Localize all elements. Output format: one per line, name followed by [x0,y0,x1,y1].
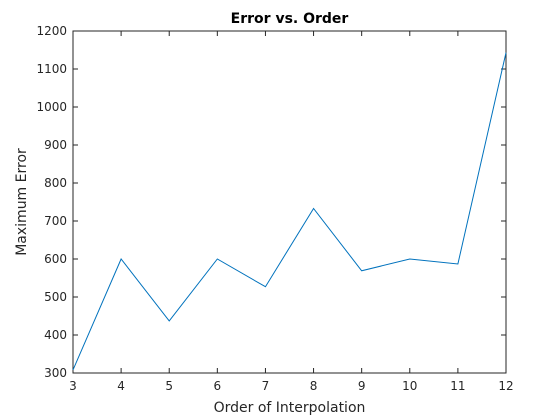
x-tick-label: 12 [498,379,513,393]
x-tick-label: 8 [310,379,318,393]
y-tick-label: 1200 [36,24,67,38]
series-line-0 [72,52,507,371]
y-tick-label: 300 [44,366,67,380]
series-layer [72,52,507,371]
x-tick-label: 5 [165,379,173,393]
y-tick-label: 900 [44,138,67,152]
y-tick-label: 1100 [36,62,67,76]
x-tick-label: 7 [262,379,270,393]
x-tick-label: 6 [214,379,222,393]
y-tick-label: 800 [44,176,67,190]
x-tick-label: 10 [402,379,417,393]
y-tick-label: 500 [44,290,67,304]
x-axis-label: Order of Interpolation [214,400,366,416]
x-tick-label: 4 [117,379,125,393]
y-tick-label: 700 [44,214,67,228]
x-tick-label: 9 [358,379,366,393]
y-tick-label: 1000 [36,100,67,114]
y-axis-ticks: 300 400 500 600 700 800 900 1000 1100 1200 [36,24,506,380]
plot-area [72,30,507,374]
chart-title: Error vs. Order [231,11,349,27]
y-tick-label: 600 [44,252,67,266]
y-axis-label: Maximum Error [14,148,30,256]
x-axis-ticks: 3 4 5 6 7 8 9 10 11 12 [69,31,514,393]
x-tick-label: 11 [450,379,465,393]
x-tick-label: 3 [69,379,77,393]
y-tick-label: 400 [44,328,67,342]
